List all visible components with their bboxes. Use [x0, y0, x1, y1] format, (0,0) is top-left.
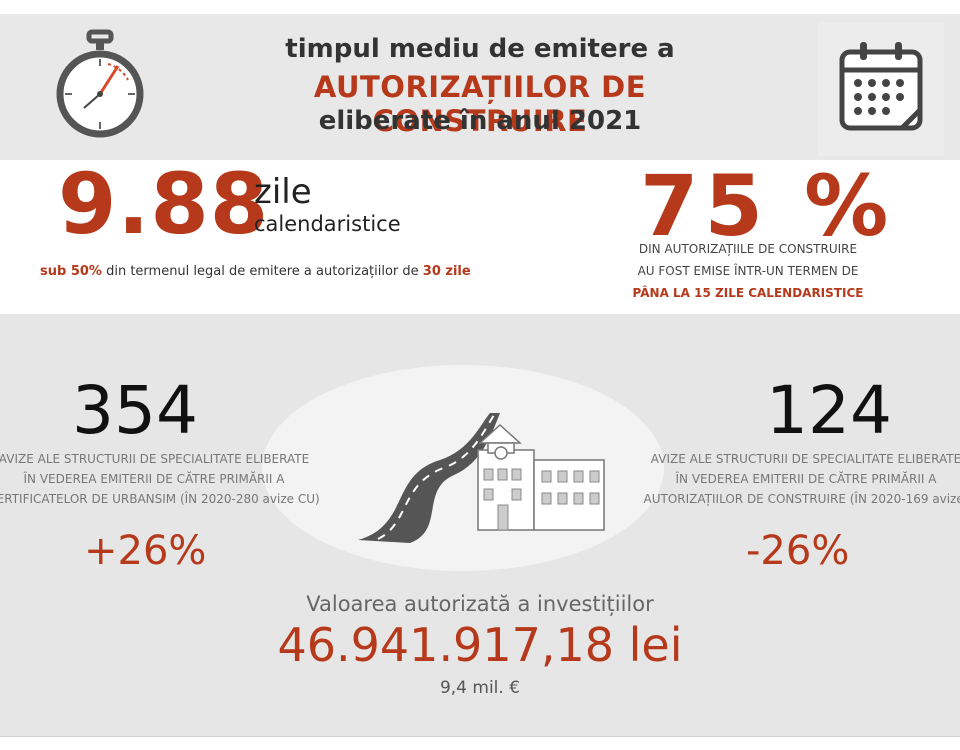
- right-stat-line-2: ÎN VEDEREA EMITERII DE CĂTRE PRIMĂRII A: [675, 472, 937, 486]
- days-note: sub 50% din termenul legal de emitere a …: [40, 264, 471, 279]
- percent-line-1: DIN AUTORIZAȚIILE DE CONSTRUIRE: [638, 242, 858, 256]
- calendar-icon: [839, 42, 923, 131]
- stopwatch-icon: [56, 29, 144, 138]
- percent-line-2: AU FOST EMISE ÎNTR-UN TERMEN DE: [637, 264, 859, 278]
- days-note-text: din termenul legal de emitere a autoriza…: [101, 264, 423, 279]
- title-line-1: timpul mediu de emitere a: [285, 34, 675, 64]
- percent-line-3: PÂNA LA 15 ZILE CALENDARISTICE: [632, 286, 864, 300]
- left-stat-line-2: ÎN VEDEREA EMITERII DE CĂTRE PRIMĂRII A: [23, 472, 285, 486]
- left-stat-line-1: AVIZE ALE STRUCTURII DE SPECIALITATE ELI…: [0, 452, 310, 466]
- days-unit: zile: [254, 172, 312, 212]
- days-note-limit: 30 zile: [422, 264, 471, 279]
- right-stat-line-3: AUTORIZAȚIILOR DE CONSTRUIRE (ÎN 2020-16…: [643, 492, 960, 506]
- days-unit-sub: calendaristice: [254, 212, 401, 236]
- header-band: [0, 14, 960, 160]
- title-line-2: AUTORIZAȚIILOR DE CONSTRUIRE: [313, 70, 647, 138]
- days-note-percent: sub 50%: [40, 264, 102, 279]
- investment-label: Valoarea autorizată a investițiilor: [306, 592, 654, 616]
- days-value: 9.88: [58, 155, 270, 253]
- right-stat-value: 124: [766, 372, 892, 449]
- bottom-divider: [0, 736, 960, 737]
- title-line-3: eliberate în anul 2021: [318, 106, 642, 136]
- right-stat-line-1: AVIZE ALE STRUCTURII DE SPECIALITATE ELI…: [650, 452, 960, 466]
- left-stat-line-3: CERTIFICATELOR DE URBANSIM (ÎN 2020-280 …: [0, 492, 320, 506]
- left-stat-change: +26%: [84, 528, 207, 574]
- road-building-illustration: [358, 413, 605, 543]
- investment-value: 46.941.917,18 lei: [277, 618, 683, 672]
- left-stat-value: 354: [72, 372, 198, 449]
- investment-eur: 9,4 mil. €: [439, 678, 521, 698]
- percent-value: 75 %: [640, 157, 895, 255]
- right-stat-change: -26%: [746, 528, 850, 574]
